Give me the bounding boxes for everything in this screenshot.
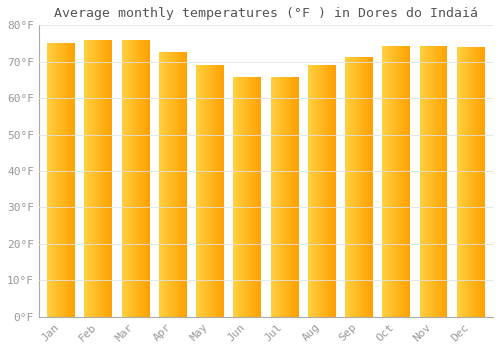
Title: Average monthly temperatures (°F ) in Dores do Indaiá: Average monthly temperatures (°F ) in Do…	[54, 7, 478, 20]
